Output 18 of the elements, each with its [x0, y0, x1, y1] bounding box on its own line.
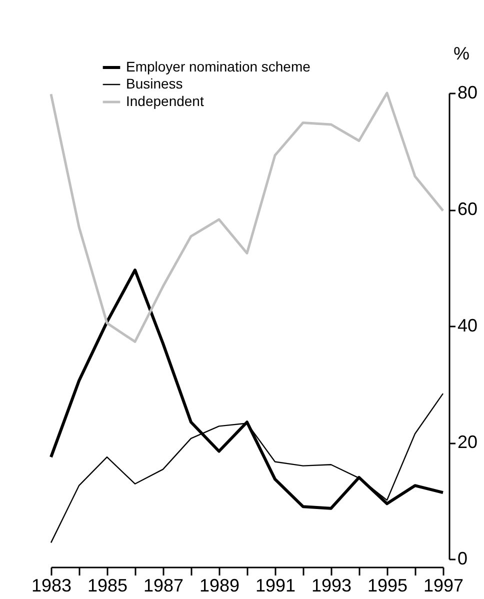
x-tick-label: 1997: [423, 576, 464, 596]
x-tick-label: 1993: [311, 576, 352, 596]
x-tick-label: 1985: [87, 576, 128, 596]
x-tick-label: 1987: [143, 576, 184, 596]
legend-label: Independent: [126, 93, 204, 109]
legend-label: Employer nomination scheme: [126, 58, 311, 74]
y-axis-title: %: [454, 44, 470, 64]
x-tick-label: 1983: [31, 576, 72, 596]
line-series: [50, 92, 444, 343]
y-tick-label: 20: [458, 432, 478, 452]
y-tick-label: 0: [458, 548, 468, 568]
y-tick-label: 40: [458, 316, 478, 336]
y-tick-label: 80: [458, 82, 478, 102]
legend-label: Business: [126, 76, 183, 92]
x-tick-label: 1995: [367, 576, 408, 596]
x-tick-label: 1989: [199, 576, 240, 596]
y-tick-label: 60: [458, 199, 478, 219]
x-tick-label: 1991: [255, 576, 296, 596]
